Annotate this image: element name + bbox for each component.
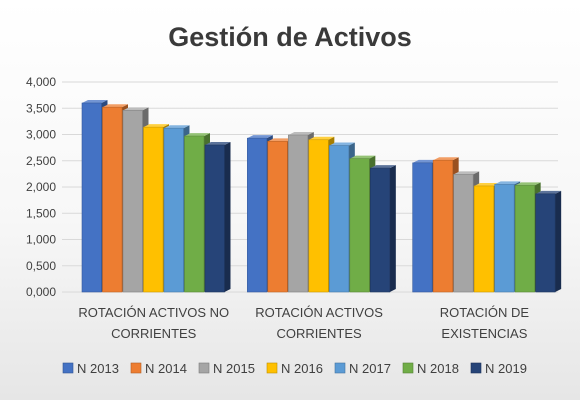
chart-title: Gestión de Activos xyxy=(168,22,412,52)
legend-entry: N 2013 xyxy=(62,361,119,376)
legend-swatch xyxy=(198,362,210,374)
legend-entry: N 2015 xyxy=(198,361,255,376)
y-tick-label: 0,000 xyxy=(26,285,56,299)
legend-label: N 2016 xyxy=(281,361,323,376)
y-tick-label: 2,000 xyxy=(26,180,56,194)
y-tick-label: 1,000 xyxy=(26,233,56,247)
legend-entry: N 2017 xyxy=(334,361,391,376)
legend-label: N 2014 xyxy=(145,361,187,376)
y-tick-label: 0,500 xyxy=(26,259,56,273)
y-tick-label: 4,000 xyxy=(26,75,56,89)
x-tick-label: ROTACIÓN DE xyxy=(440,305,530,320)
legend-swatch xyxy=(130,362,142,374)
legend-label: N 2015 xyxy=(213,361,255,376)
legend-entry: N 2016 xyxy=(266,361,323,376)
legend-swatch xyxy=(266,362,278,374)
y-tick-label: 1,500 xyxy=(26,206,56,220)
y-tick-label: 3,500 xyxy=(26,101,56,115)
legend-swatch xyxy=(62,362,74,374)
legend: N 2013 N 2014 N 2015 N 2016 N 2017 N 2018 N 20… xyxy=(62,361,527,376)
legend-label: N 2019 xyxy=(485,361,527,376)
legend-swatch xyxy=(470,362,482,374)
bar xyxy=(535,190,562,293)
y-axis: 0,000 0,500 1,000 1,500 2,000 2,500 3,000 3,500… xyxy=(26,75,56,299)
legend-entry: N 2014 xyxy=(130,361,187,376)
x-tick-label: EXISTENCIAS xyxy=(441,326,527,341)
legend-label: N 2018 xyxy=(417,361,459,376)
x-tick-label: CORRIENTES xyxy=(276,326,362,341)
x-tick-label: ROTACIÓN ACTIVOS NO xyxy=(78,305,229,320)
legend-label: N 2013 xyxy=(77,361,119,376)
bars xyxy=(81,100,562,293)
x-tick-label: CORRIENTES xyxy=(111,326,197,341)
x-tick-label: ROTACIÓN ACTIVOS xyxy=(255,305,383,320)
bar xyxy=(204,142,231,293)
y-tick-label: 2,500 xyxy=(26,154,56,168)
y-tick-label: 3,000 xyxy=(26,128,56,142)
legend-entry: N 2019 xyxy=(470,361,527,376)
legend-swatch xyxy=(402,362,414,374)
legend-entry: N 2018 xyxy=(402,361,459,376)
legend-label: N 2017 xyxy=(349,361,391,376)
x-axis: ROTACIÓN ACTIVOS NO CORRIENTES ROTACIÓN AC… xyxy=(78,305,529,341)
legend-swatch xyxy=(334,362,346,374)
bar xyxy=(370,165,396,293)
